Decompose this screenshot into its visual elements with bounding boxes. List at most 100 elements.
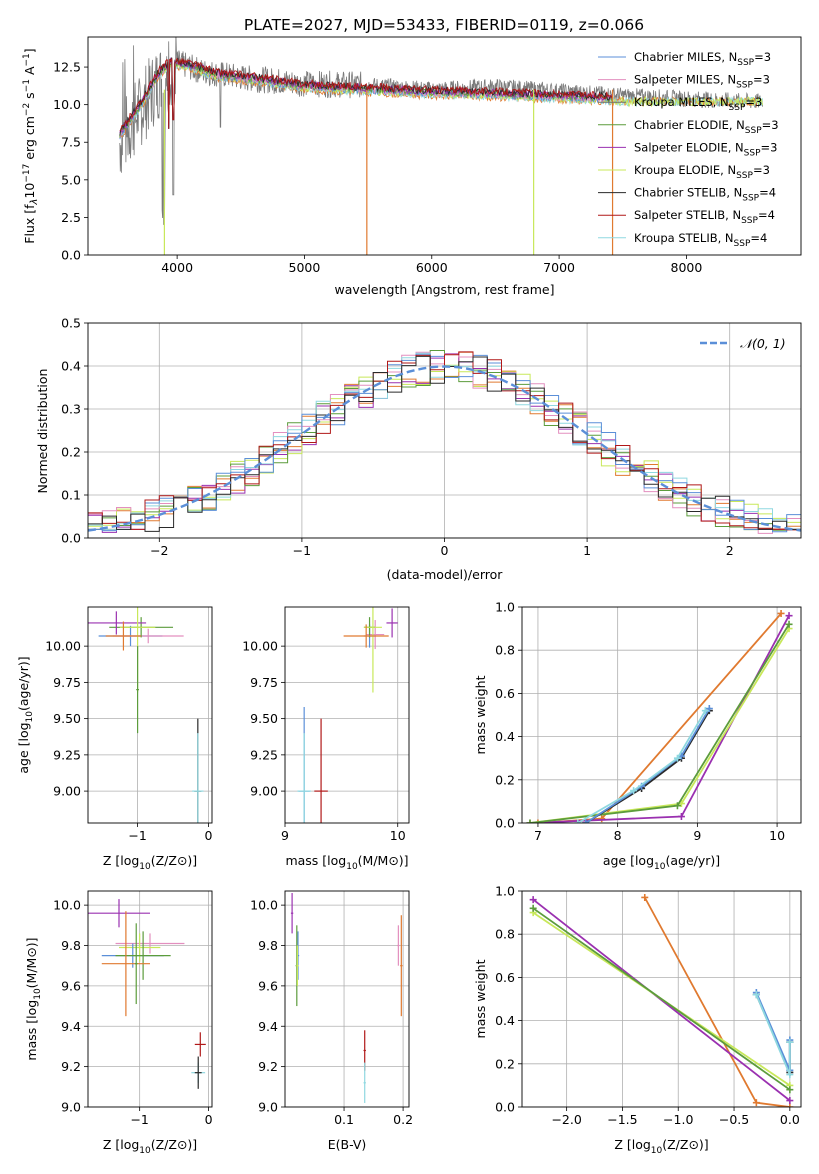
y-tick-label: 9.2 [61, 1059, 81, 1074]
y-axis-label: Flux [fλ10−17 erg cm−2 s−1 A−1] [22, 48, 40, 243]
y-tick-label: 9.4 [61, 1019, 81, 1034]
y-tick-label: 9.0 [61, 1100, 81, 1115]
weight-marker [752, 991, 760, 999]
y-tick-label: 12.5 [53, 60, 81, 75]
plot-area-mass_vs_ebv [285, 891, 409, 1107]
legend-label: Kroupa STELIB, NSSP=4 [634, 231, 767, 249]
axes-frame [87, 890, 213, 1108]
y-tick-label: 9.8 [61, 938, 81, 953]
y-axis-label: mass weight [473, 959, 488, 1038]
x-tick-label: 8 [614, 828, 622, 843]
y-tick-label: 9.0 [258, 1100, 278, 1115]
x-tick-label: 6000 [416, 260, 448, 275]
y-tick-label: 10.0 [53, 97, 81, 112]
histogram-series [88, 355, 801, 532]
weight-marker [529, 904, 537, 912]
legend-label: Salpeter MILES, NSSP=3 [634, 73, 770, 91]
legend-label: Kroupa ELODIE, NSSP=3 [634, 163, 770, 181]
y-tick-label: 0.0 [495, 1100, 515, 1115]
y-tick-label: 10.0 [250, 898, 278, 913]
x-tick-label: 0 [204, 828, 212, 843]
y-tick-label: 9.00 [53, 784, 81, 799]
weight-marker [630, 787, 638, 795]
weight-marker [777, 609, 785, 617]
x-tick-label: 0.0 [780, 1112, 800, 1127]
y-axis-label: age [log10(age/yr)] [16, 656, 35, 773]
y-tick-label: 0.4 [495, 729, 515, 744]
weight-marker [786, 1038, 794, 1046]
plot-area-age_vs_Z [88, 607, 212, 823]
histogram-series [88, 353, 801, 533]
x-tick-label: −2 [150, 543, 168, 558]
axes-frame [87, 36, 802, 256]
x-tick-label: 7000 [543, 260, 575, 275]
x-tick-label: 10 [769, 828, 785, 843]
axes-frame [521, 890, 802, 1108]
x-tick-label: 2 [726, 543, 734, 558]
axes-mass_vs_ebv: 0.1 0.2 9.0 9.2 9.4 9.6 9.8 10.0 E(B-V) [250, 890, 413, 1152]
x-tick-label: −0.5 [719, 1112, 749, 1127]
y-tick-label: 9.25 [250, 747, 278, 762]
x-tick-label: 5000 [289, 260, 321, 275]
legend-label: Chabrier STELIB, NSSP=4 [634, 186, 776, 204]
y-tick-label: 0.8 [495, 927, 515, 942]
histogram-series [88, 351, 801, 534]
y-tick-label: 2.5 [61, 210, 81, 225]
y-tick-label: 0.0 [61, 248, 81, 263]
axes-frame [284, 606, 410, 824]
y-tick-label: 9.8 [258, 938, 278, 953]
axes-age_vs_mass: 9 10 9.00 9.25 9.50 9.75 10.00 mass [log10(M/M⊙… [242, 606, 410, 872]
x-tick-label: 10 [390, 828, 406, 843]
spectrum-model-line [119, 57, 613, 132]
x-axis-label: Z [log10(Z/Z⊙)] [103, 853, 197, 872]
x-axis-label: mass [log10(M/M⊙)] [285, 853, 408, 872]
x-tick-label: −1 [128, 828, 146, 843]
y-tick-label: 9.00 [250, 784, 278, 799]
x-tick-label: 9 [693, 828, 701, 843]
legend-label: Kroupa MILES, NSSP=3 [634, 95, 762, 113]
axes-weight_vs_age: 7 8 9 10 0.0 0.2 0.4 0.6 0.8 1.0 age [log10(age/yr… [473, 600, 802, 872]
y-tick-label: 0.6 [495, 686, 515, 701]
x-tick-label: 0 [441, 543, 449, 558]
plot-area-weight_vs_Z [522, 891, 801, 1107]
weight-marker [786, 1097, 794, 1105]
histogram-series [88, 351, 801, 531]
y-tick-label: 0.0 [61, 531, 81, 546]
y-tick-label: 0.5 [61, 316, 81, 331]
weight-marker [534, 819, 542, 823]
y-tick-label: 5.0 [61, 172, 81, 187]
weight-marker [526, 819, 534, 823]
weight-marker [785, 620, 793, 628]
legend-label: Salpeter STELIB, NSSP=4 [634, 208, 775, 226]
y-tick-label: 0.2 [61, 445, 81, 460]
weight-marker [673, 754, 681, 762]
y-axis-label: Normed distribution [35, 369, 50, 494]
x-tick-label: 1 [583, 543, 591, 558]
weight-marker [677, 813, 685, 821]
x-tick-label: −1 [293, 543, 311, 558]
legend-label: 𝒩(0, 1) [740, 336, 786, 351]
y-tick-label: 0.2 [495, 1056, 515, 1071]
x-axis-label: (data-model)/error [387, 567, 504, 582]
x-tick-label: −1.0 [663, 1112, 693, 1127]
y-tick-label: 0.6 [495, 970, 515, 985]
plot-area-mass_vs_Z [88, 891, 212, 1107]
y-tick-label: 0.0 [495, 816, 515, 831]
y-tick-label: 9.6 [61, 978, 81, 993]
y-tick-label: 0.4 [61, 359, 81, 374]
axes-residuals: −2 −1 0 1 2 0.0 0.1 0.2 0.3 0.4 0.5 𝒩(0, 1) (data-mo… [35, 316, 802, 582]
weight-marker [786, 1071, 794, 1079]
weight-marker [786, 1086, 794, 1094]
weight-marker [598, 815, 606, 823]
axes-mass_vs_Z: −1 0 9.0 9.2 9.4 9.6 9.8 10.0 Z [log10(Z/Z⊙)] mas… [24, 890, 213, 1156]
x-axis-label: E(B-V) [328, 1137, 367, 1152]
weight-marker [574, 819, 582, 823]
figure-title: PLATE=2027, MJD=53433, FIBERID=0119, z=0… [244, 16, 644, 34]
x-tick-label: 0.1 [334, 1112, 354, 1127]
x-axis-label: Z [log10(Z/Z⊙)] [614, 1137, 708, 1156]
y-tick-label: 9.50 [53, 711, 81, 726]
axes-frame [87, 606, 213, 824]
y-tick-label: 0.4 [495, 1013, 515, 1028]
